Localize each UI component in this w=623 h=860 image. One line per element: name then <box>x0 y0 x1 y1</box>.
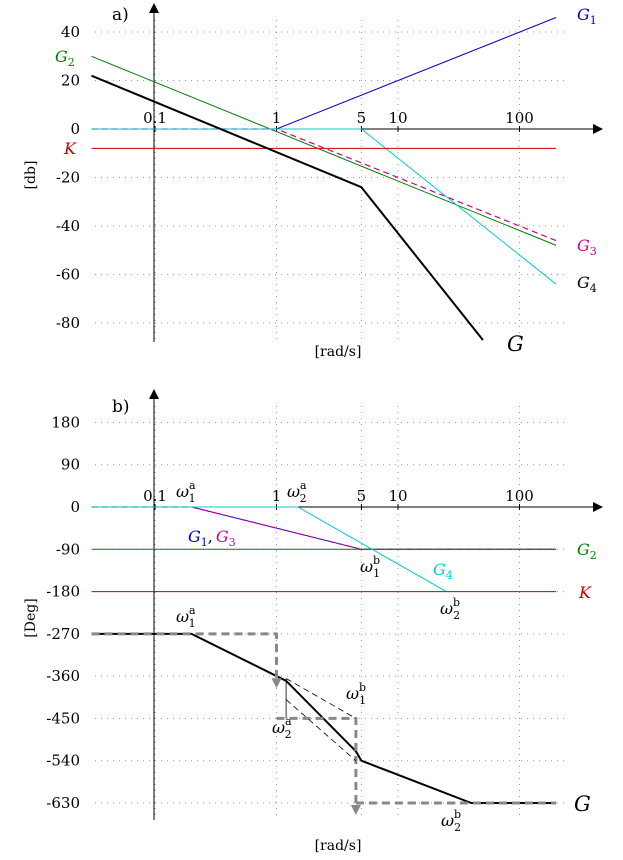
label-g1-g3: G1, G3 <box>188 527 236 549</box>
x-tick-label: 10 <box>388 487 407 505</box>
y-tick-label: 20 <box>61 72 80 90</box>
magnitude-panel: a) 0.1 1 5 10 100 40 20 0 -20 -40 -60 -80 [rad/s] [db] <box>23 3 603 360</box>
label-w2b-bot: ωb 2 <box>441 808 461 834</box>
x-axis-label: [rad/s] <box>315 344 362 360</box>
y-axis-label: [db] <box>23 161 39 190</box>
label-g3: G3 <box>577 236 597 258</box>
label-w2a-top: ωa 2 <box>287 479 307 505</box>
annotations-magnitude: G1 G2 K G3 G4 G <box>55 5 597 356</box>
series-g <box>91 74 484 341</box>
y-axis-label: [Deg] <box>23 598 39 637</box>
y-tick-label: -40 <box>56 217 80 235</box>
label-k: K <box>63 139 77 158</box>
x-tick-label: 1 <box>272 487 282 505</box>
construction-line <box>91 632 282 689</box>
construction-line <box>285 678 357 719</box>
y-tick-label: -20 <box>56 169 80 187</box>
y-tick-label: -630 <box>46 794 80 812</box>
label-w1b-top: ωb 1 <box>360 554 380 580</box>
y-tick-label: -450 <box>46 709 80 727</box>
label-g: G <box>507 332 524 356</box>
x-tick-label: 0.1 <box>143 109 167 127</box>
y-tick-label: 90 <box>61 456 80 474</box>
x-tick-label: 0.1 <box>143 487 167 505</box>
x-tick-label: 5 <box>357 487 367 505</box>
series-g <box>91 632 557 804</box>
y-tick-label: -360 <box>46 667 80 685</box>
panel-label: a) <box>112 5 129 25</box>
label-w2a-bot: ωa 2 <box>272 715 292 741</box>
y-tick-label: -80 <box>56 314 80 332</box>
label-g-phase: G <box>574 792 591 816</box>
label-g1: G1 <box>577 5 597 27</box>
y-tick-label: 40 <box>61 23 80 41</box>
label-g4: G4 <box>577 273 597 295</box>
label-w1a-bot: ωa 1 <box>176 604 196 630</box>
phase-panel: b) 0.1 1 5 10 100 180 90 0 -90 -180 -270 -360 -450 -54… <box>23 389 603 854</box>
y-tick-label: -270 <box>46 625 80 643</box>
label-w2b-top: ωb 2 <box>440 596 460 622</box>
series-g4 <box>91 506 447 593</box>
series-g1 <box>91 506 557 550</box>
label-w1b-bot: ωb 1 <box>346 681 366 707</box>
x-tick-label: 1 <box>272 109 282 127</box>
series-g4 <box>91 128 557 285</box>
panel-label: b) <box>112 397 130 417</box>
label-g4-phase: G4 <box>433 560 453 582</box>
x-tick-label: 5 <box>357 109 367 127</box>
construction-line <box>285 699 357 762</box>
label-w1a-top: ωa 1 <box>176 479 196 505</box>
y-tick-label: 0 <box>70 120 80 138</box>
x-axis-label: [rad/s] <box>315 838 362 854</box>
x-tick-label: 100 <box>505 109 534 127</box>
x-tick-label: 100 <box>505 487 534 505</box>
y-tick-label: -90 <box>56 540 80 558</box>
series-g3 <box>91 128 557 242</box>
y-tick-label: -180 <box>46 583 80 601</box>
label-g2: G2 <box>55 47 75 69</box>
y-tick-label: 180 <box>51 413 80 431</box>
label-g2-phase: G2 <box>577 540 597 562</box>
y-tick-label: 0 <box>70 498 80 516</box>
label-k-phase: K <box>578 583 592 602</box>
y-tick-label: -540 <box>46 752 80 770</box>
y-tick-label: -60 <box>56 266 80 284</box>
series-g2 <box>91 55 557 246</box>
annotations-phase: ωa 1 ωa 2 G1, G3 ωb 1 G4 G2 ωb 2 K ωa 1 ωb 1 ωa… <box>176 479 597 834</box>
series-g3 <box>91 506 557 550</box>
x-tick-label: 10 <box>388 109 407 127</box>
